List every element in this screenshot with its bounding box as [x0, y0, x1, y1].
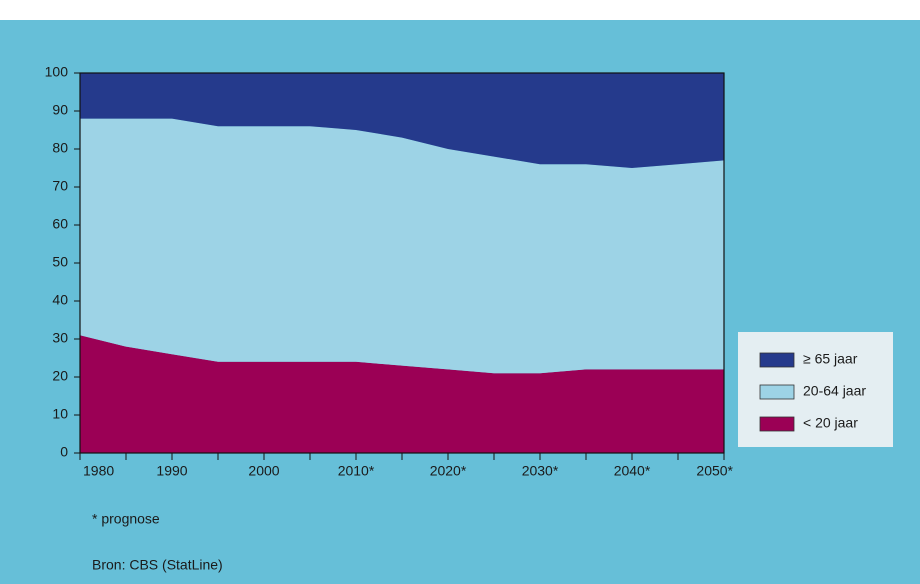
legend-label: 20-64 jaar: [803, 383, 866, 399]
y-tick-label: 50: [52, 254, 68, 270]
legend-label: < 20 jaar: [803, 415, 858, 431]
footnote: * prognose: [92, 511, 160, 527]
top-strip: [0, 0, 920, 20]
y-tick-label: 60: [52, 216, 68, 232]
area: [80, 118, 724, 374]
legend-swatch: [759, 352, 795, 368]
x-tick-label: 2030*: [522, 463, 559, 479]
legend-label: ≥ 65 jaar: [803, 351, 858, 367]
x-tick-label: 2000: [248, 463, 279, 479]
y-tick-label: 90: [52, 102, 68, 118]
y-tick-label: 30: [52, 330, 68, 346]
y-tick-label: 80: [52, 140, 68, 156]
x-tick-label: 2040*: [614, 463, 651, 479]
legend-swatch: [759, 416, 795, 432]
x-tick-label: 2020*: [430, 463, 467, 479]
source: Bron: CBS (StatLine): [92, 557, 223, 573]
x-tick-label: 1980: [83, 463, 114, 479]
y-tick-label: 0: [60, 444, 68, 460]
y-tick-label: 40: [52, 292, 68, 308]
y-tick-label: 20: [52, 368, 68, 384]
x-tick-label: 2010*: [338, 463, 375, 479]
y-tick-label: 10: [52, 406, 68, 422]
area: [80, 73, 724, 168]
area: [80, 335, 724, 453]
y-tick-label: 70: [52, 178, 68, 194]
y-tick-label: 100: [45, 64, 69, 80]
x-tick-label: 1990: [156, 463, 187, 479]
legend-swatch: [759, 384, 795, 400]
x-tick-label: 2050*: [696, 463, 733, 479]
